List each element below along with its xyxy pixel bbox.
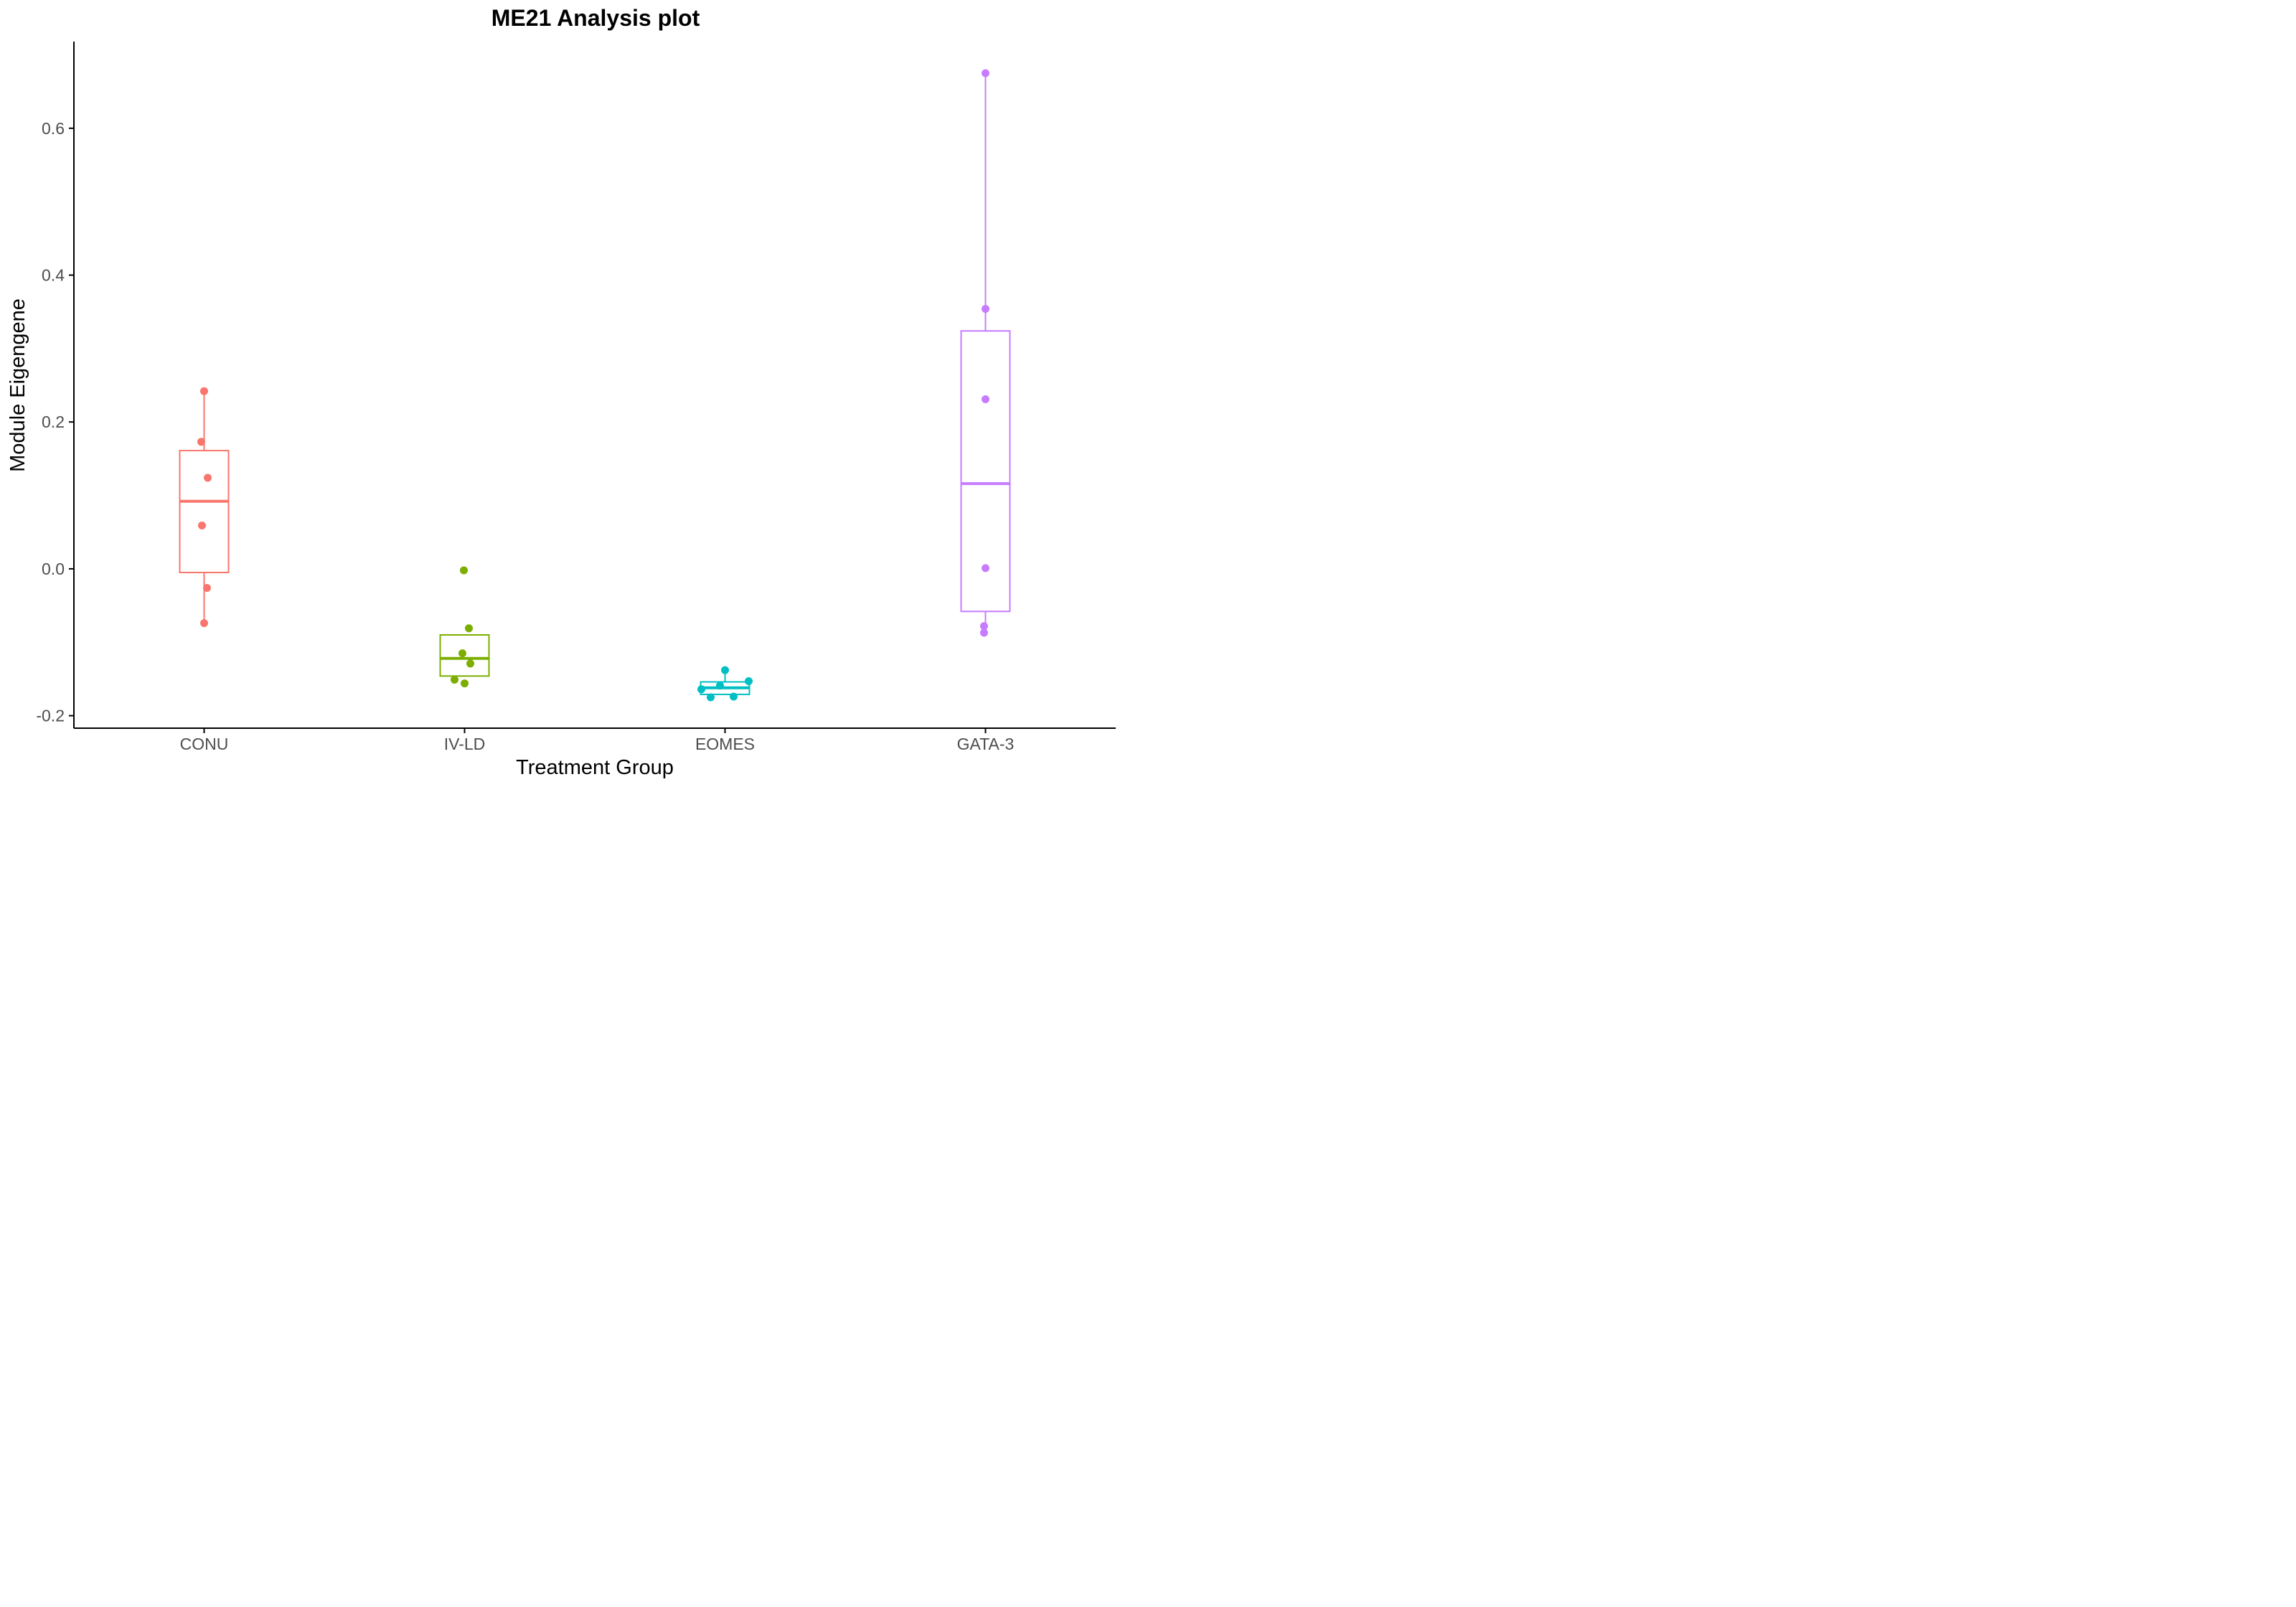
x-axis-title: Treatment Group — [516, 756, 674, 779]
data-point — [707, 693, 715, 702]
data-point — [982, 305, 989, 314]
data-point — [203, 584, 211, 593]
data-point — [982, 564, 989, 572]
x-tick-label: CONU — [180, 735, 229, 753]
data-point — [458, 649, 466, 658]
data-point — [697, 685, 705, 694]
data-point — [745, 677, 753, 685]
data-point — [730, 692, 738, 701]
box — [179, 450, 230, 574]
chart-root: ME21 Analysis plot Module Eigengene Trea… — [0, 0, 1121, 786]
data-point — [980, 622, 988, 631]
y-tick-label: 0.4 — [42, 265, 65, 284]
data-point — [451, 675, 458, 684]
y-axis-title: Module Eigengene — [6, 298, 29, 472]
x-tick-label: IV-LD — [444, 735, 486, 753]
x-tick-label: GATA-3 — [957, 735, 1015, 753]
data-point — [200, 387, 208, 395]
x-tick-label: EOMES — [695, 735, 755, 753]
data-point — [460, 566, 468, 575]
boxplot-chart: ME21 Analysis plot Module Eigengene Trea… — [6, 5, 1116, 779]
y-tick-label: 0.0 — [42, 560, 65, 578]
box-group-gata-3 — [960, 69, 1011, 637]
box-group-conu — [179, 387, 230, 628]
y-tick-label: 0.6 — [42, 119, 65, 138]
box-group-eomes — [697, 666, 753, 702]
data-point — [465, 624, 473, 633]
data-point — [982, 395, 989, 403]
box-group-iv-ld — [439, 566, 490, 688]
chart-title: ME21 Analysis plot — [491, 5, 700, 31]
data-point — [721, 666, 729, 674]
data-point — [980, 628, 988, 637]
data-point — [466, 659, 474, 668]
data-point — [197, 438, 205, 446]
y-tick-label: 0.2 — [42, 413, 65, 431]
data-point — [716, 682, 724, 690]
data-point — [461, 679, 469, 688]
data-point — [982, 69, 989, 77]
data-point — [204, 473, 212, 482]
data-point — [198, 522, 206, 530]
plot-layer: -0.2 0.0 0.2 0.4 0.6 CONU IV-LD EOMES GATA-3 — [36, 42, 1116, 753]
data-point — [200, 619, 208, 628]
y-tick-label: -0.2 — [36, 707, 65, 725]
